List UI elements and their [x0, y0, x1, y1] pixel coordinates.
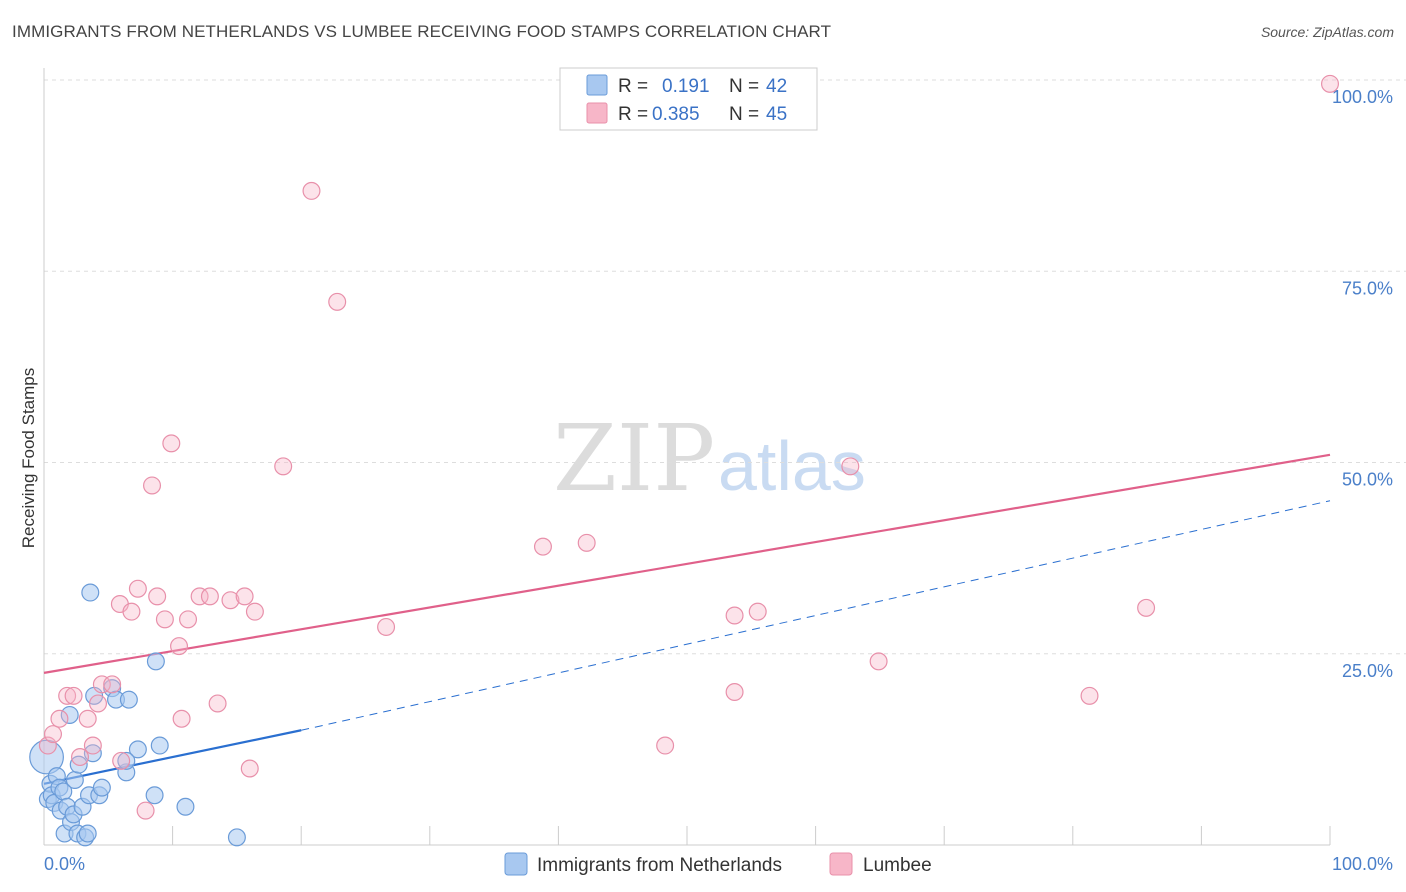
data-point-lumbee	[172, 709, 191, 728]
data-point-netherlands	[60, 705, 79, 724]
y-tick-label: 100.0%	[1332, 87, 1393, 107]
data-point-lumbee	[1137, 598, 1156, 617]
data-point-lumbee	[78, 709, 97, 728]
data-point-lumbee	[656, 736, 675, 755]
data-point-lumbee	[377, 617, 396, 636]
watermark: ZIP atlas	[553, 405, 866, 512]
data-point-lumbee	[103, 675, 122, 694]
data-point-lumbee	[221, 591, 240, 610]
data-point-lumbee	[92, 675, 111, 694]
data-point-lumbee	[725, 682, 744, 701]
trend-lines	[43, 453, 1331, 785]
legend-swatch-pink	[586, 102, 608, 124]
trend-line-lumbee	[43, 453, 1331, 674]
watermark-zip: ZIP	[553, 405, 715, 512]
legend-n-value: 45	[766, 104, 787, 125]
y-tick-labels: 25.0% 50.0% 75.0% 100.0%	[1332, 87, 1393, 681]
data-point-lumbee	[64, 686, 83, 705]
grid	[43, 79, 1406, 845]
data-point-netherlands	[145, 786, 164, 805]
data-point-lumbee	[71, 748, 90, 767]
data-point-lumbee	[58, 686, 77, 705]
data-point-lumbee	[274, 457, 293, 476]
data-point-lumbee	[245, 602, 264, 621]
data-point-lumbee	[170, 637, 189, 656]
data-point-lumbee	[869, 652, 888, 671]
data-point-lumbee	[190, 587, 209, 606]
x-tick-label-max: 100.0%	[1332, 854, 1393, 874]
data-point-lumbee	[179, 610, 198, 629]
legend-r-label: R =	[618, 76, 648, 97]
legend-r-value: 0.385	[652, 104, 700, 125]
data-point-netherlands	[119, 690, 138, 709]
data-point-netherlands	[117, 751, 136, 770]
data-point-lumbee	[328, 292, 347, 311]
watermark-atlas: atlas	[718, 427, 866, 505]
data-point-lumbee	[38, 736, 57, 755]
data-point-lumbee	[148, 587, 167, 606]
legend-n-label: N =	[729, 104, 759, 125]
data-point-netherlands	[81, 583, 100, 602]
data-point-netherlands	[128, 740, 147, 759]
x-tick-label-min: 0.0%	[44, 854, 85, 874]
data-point-netherlands	[146, 652, 165, 671]
trend-line-netherlands	[43, 729, 302, 785]
legend-r-label: R =	[618, 104, 648, 125]
data-point-lumbee	[240, 759, 259, 778]
data-point-netherlands	[78, 824, 97, 843]
bottom-legend-swatch-blue	[504, 852, 528, 876]
legend-n-label: N =	[729, 76, 759, 97]
data-point-lumbee	[44, 725, 63, 744]
trend-line-netherlands-extrapolated	[301, 500, 1331, 731]
legend-n-value: 42	[766, 76, 787, 97]
data-point-lumbee	[162, 434, 181, 453]
data-point-lumbee	[841, 457, 860, 476]
bottom-legend-label-netherlands: Immigrants from Netherlands	[537, 855, 782, 876]
legend-r-value: 0.191	[662, 76, 710, 97]
y-tick-label: 75.0%	[1342, 278, 1393, 298]
data-point-lumbee	[83, 736, 102, 755]
legend-swatch-blue	[586, 74, 608, 96]
data-point-lumbee	[122, 602, 141, 621]
data-point-lumbee	[112, 751, 131, 770]
chart-title: IMMIGRANTS FROM NETHERLANDS VS LUMBEE RE…	[12, 22, 832, 41]
chart-source: Source: ZipAtlas.com	[1260, 24, 1394, 40]
y-tick-label: 50.0%	[1342, 470, 1393, 490]
data-point-lumbee	[208, 694, 227, 713]
data-point-netherlands	[227, 828, 246, 847]
data-point-lumbee	[1320, 74, 1339, 93]
bottom-legend-label-lumbee: Lumbee	[863, 855, 932, 876]
data-point-lumbee	[1080, 686, 1099, 705]
data-point-lumbee	[577, 533, 596, 552]
axes: Receiving Food Stamps 0.0% 100.0%	[19, 68, 1393, 874]
data-point-lumbee	[200, 587, 219, 606]
data-point-lumbee	[302, 181, 321, 200]
data-point-lumbee	[235, 587, 254, 606]
y-axis-title: Receiving Food Stamps	[19, 368, 38, 548]
data-point-lumbee	[50, 709, 69, 728]
data-point-lumbee	[136, 801, 155, 820]
data-point-lumbee	[155, 610, 174, 629]
legend: R = 0.191 N = 42 R = 0.385 N = 45	[559, 67, 818, 131]
bottom-legend: Immigrants from Netherlands Lumbee	[504, 852, 932, 876]
data-point-lumbee	[143, 476, 162, 495]
data-points	[29, 74, 1339, 847]
data-point-lumbee	[533, 537, 552, 556]
data-point-lumbee	[89, 694, 108, 713]
data-point-lumbee	[128, 579, 147, 598]
data-point-netherlands	[92, 778, 111, 797]
data-point-lumbee	[725, 606, 744, 625]
data-point-netherlands	[176, 797, 195, 816]
data-point-netherlands	[65, 770, 84, 789]
y-tick-label: 25.0%	[1342, 661, 1393, 681]
bottom-legend-swatch-pink	[829, 852, 853, 876]
data-point-netherlands	[69, 755, 88, 774]
data-point-netherlands	[150, 736, 169, 755]
data-point-lumbee	[748, 602, 767, 621]
